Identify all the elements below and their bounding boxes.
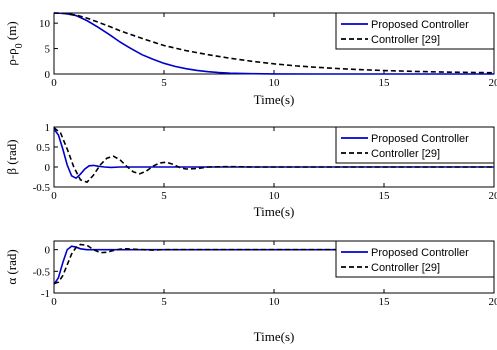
x-tick-label: 5 — [161, 190, 167, 202]
x-axis-label: Time(s) — [254, 329, 295, 344]
x-tick-label: 5 — [161, 296, 167, 308]
y-tick-label: -0.5 — [33, 266, 51, 278]
x-tick-label: 10 — [269, 296, 281, 308]
x-tick-label: 15 — [379, 190, 391, 202]
y-tick-label: 1 — [45, 122, 51, 134]
x-tick-label: 20 — [489, 77, 497, 89]
y-tick-label: 0 — [45, 69, 51, 81]
legend: Proposed Controller Controller [29] — [335, 12, 495, 50]
y-tick-label: 0 — [45, 245, 51, 257]
legend-box — [335, 12, 495, 50]
y-tick-label: -0.5 — [33, 182, 51, 194]
x-axis-label: Time(s) — [254, 92, 295, 107]
legend-box — [335, 240, 495, 278]
series-line-controller-29 — [53, 243, 494, 285]
y-axis-label: β (rad) — [4, 139, 19, 174]
x-tick-label: 5 — [161, 77, 167, 89]
y-axis-label: ρ-ρ0 (m) — [4, 21, 25, 65]
legend-box — [335, 126, 495, 164]
legend-label: Proposed Controller — [371, 19, 469, 31]
y-tick-label: 5 — [45, 44, 51, 56]
legend-label: Proposed Controller — [371, 133, 469, 145]
x-tick-label: 0 — [51, 296, 57, 308]
x-tick-label: 20 — [489, 190, 497, 202]
x-tick-label: 10 — [269, 77, 281, 89]
legend-label: Proposed Controller — [371, 247, 469, 259]
chart-panel-1: 0 5 10 15 20 0 5 10 Time(s) ρ-ρ0 (m) Proposed Cont… — [4, 12, 497, 107]
x-tick-label: 20 — [489, 296, 497, 308]
y-tick-label: 0.5 — [36, 142, 50, 154]
y-tick-label: 0 — [45, 162, 51, 174]
x-tick-label: 10 — [269, 190, 281, 202]
series-line-proposed-controller — [53, 245, 494, 285]
series-line-proposed-controller — [53, 12, 494, 75]
series-line-controller-29 — [53, 12, 495, 74]
legend: Proposed Controller Controller [29] — [335, 240, 495, 278]
x-tick-label: 0 — [51, 190, 57, 202]
x-tick-label: 0 — [51, 77, 57, 89]
y-axis-label: α (rad) — [4, 249, 19, 284]
legend: Proposed Controller Controller [29] — [335, 126, 495, 164]
x-tick-label: 15 — [379, 296, 391, 308]
chart-panel-3: 0 5 10 15 20 -1 -0.5 0 Time(s) α (rad) Proposed Co… — [4, 240, 497, 344]
x-axis-label: Time(s) — [254, 204, 295, 219]
series-line-proposed-controller — [53, 128, 494, 180]
legend-label: Controller [29] — [371, 34, 440, 46]
x-tick-label: 15 — [379, 77, 391, 89]
legend-label: Controller [29] — [371, 148, 440, 160]
y-tick-label: 10 — [39, 18, 51, 30]
legend-label: Controller [29] — [371, 262, 440, 274]
y-tick-label: -1 — [41, 288, 50, 300]
